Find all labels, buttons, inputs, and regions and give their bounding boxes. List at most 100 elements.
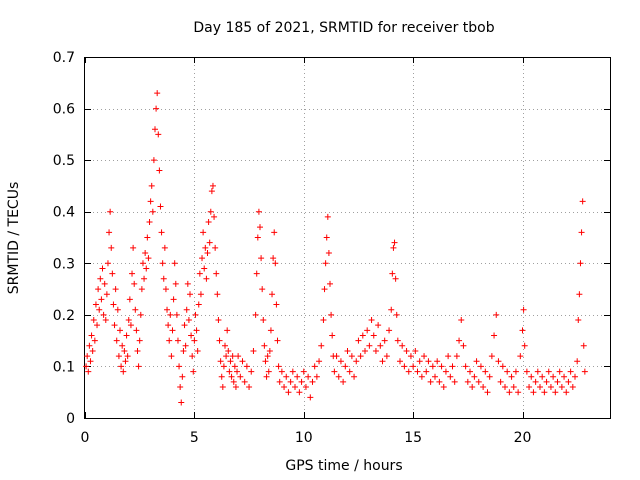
data-point <box>486 373 493 380</box>
data-point <box>136 337 143 344</box>
data-point <box>541 389 548 396</box>
data-point <box>200 229 207 236</box>
data-point <box>436 378 443 385</box>
data-point <box>141 275 148 282</box>
y-tick-label: 0 <box>66 411 75 427</box>
data-point <box>112 286 119 293</box>
data-point <box>153 105 160 112</box>
data-point <box>305 373 312 380</box>
data-point <box>134 347 141 354</box>
data-point <box>318 342 325 349</box>
data-point <box>125 317 132 324</box>
data-point <box>355 337 362 344</box>
data-point <box>346 368 353 375</box>
data-point <box>262 358 269 365</box>
data-point <box>109 270 116 277</box>
data-point <box>155 131 162 138</box>
data-point <box>120 368 127 375</box>
data-point <box>258 255 265 262</box>
data-point <box>192 311 199 318</box>
data-point <box>231 363 238 370</box>
data-point <box>193 327 200 334</box>
data-point <box>106 229 113 236</box>
data-point <box>576 291 583 298</box>
data-point <box>266 347 273 354</box>
data-point <box>172 280 179 287</box>
data-point <box>209 182 216 189</box>
data-point <box>298 378 305 385</box>
data-point <box>389 270 396 277</box>
data-point <box>475 378 482 385</box>
data-point <box>95 286 102 293</box>
data-point <box>212 244 219 251</box>
data-point <box>427 378 434 385</box>
data-point <box>272 260 279 267</box>
data-point <box>110 301 117 308</box>
data-point <box>115 353 122 360</box>
data-point <box>342 363 349 370</box>
data-point <box>148 182 155 189</box>
data-point <box>94 322 101 329</box>
data-point <box>292 384 298 391</box>
data-point <box>393 311 400 318</box>
data-point <box>194 347 201 354</box>
data-point <box>96 306 103 313</box>
data-series-srmtid <box>83 90 588 406</box>
data-point <box>561 373 568 380</box>
data-point <box>204 249 211 256</box>
data-point <box>534 368 541 375</box>
data-point <box>154 90 161 97</box>
data-point <box>325 249 332 256</box>
data-point <box>458 317 465 324</box>
data-point <box>168 353 175 360</box>
data-point <box>480 384 487 391</box>
data-point <box>180 347 187 354</box>
data-point <box>144 234 151 241</box>
data-point <box>495 358 502 365</box>
data-point <box>84 353 91 360</box>
data-point <box>438 363 445 370</box>
data-point <box>526 384 533 391</box>
data-point <box>85 368 92 375</box>
data-point <box>322 260 329 267</box>
data-point <box>201 265 208 272</box>
data-point <box>379 358 386 365</box>
data-point <box>577 260 584 267</box>
data-point <box>157 203 164 210</box>
data-point <box>190 368 197 375</box>
data-point <box>188 332 195 339</box>
data-point <box>113 337 120 344</box>
x-tick-label: 10 <box>295 430 313 446</box>
data-point <box>309 378 316 385</box>
data-point <box>123 332 130 339</box>
data-point <box>211 213 218 220</box>
data-point <box>462 363 469 370</box>
data-point <box>451 378 458 385</box>
data-point <box>362 347 368 354</box>
x-tick-label: 15 <box>404 430 422 446</box>
data-point <box>539 373 546 380</box>
data-point <box>160 275 167 282</box>
data-point <box>283 373 290 380</box>
data-point <box>250 347 257 354</box>
data-point <box>353 358 360 365</box>
data-point <box>170 296 177 303</box>
data-point <box>410 363 417 370</box>
data-point <box>532 378 539 385</box>
data-point <box>255 208 262 215</box>
data-point <box>241 378 248 385</box>
data-point <box>199 255 206 262</box>
data-point <box>127 322 134 329</box>
plot-frame <box>84 57 611 419</box>
data-point <box>497 378 504 385</box>
data-point <box>418 373 425 380</box>
data-point <box>162 286 169 293</box>
data-point <box>253 270 260 277</box>
data-point <box>131 280 138 287</box>
data-point <box>164 306 171 313</box>
data-point <box>227 358 234 365</box>
data-point <box>92 301 99 308</box>
y-tick-label: 0.1 <box>53 359 75 375</box>
grid <box>85 57 610 418</box>
data-point <box>104 260 111 267</box>
